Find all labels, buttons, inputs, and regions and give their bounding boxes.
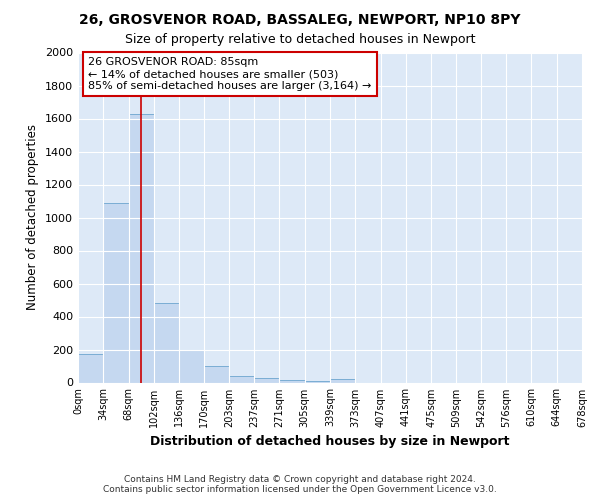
Text: Size of property relative to detached houses in Newport: Size of property relative to detached ho… [125, 32, 475, 46]
Bar [254, 378, 280, 382]
Bar [154, 304, 179, 382]
Bar [128, 114, 154, 382]
Bar [78, 354, 103, 382]
X-axis label: Distribution of detached houses by size in Newport: Distribution of detached houses by size … [150, 435, 510, 448]
Y-axis label: Number of detached properties: Number of detached properties [26, 124, 40, 310]
Bar [229, 376, 254, 382]
Text: Contains HM Land Registry data © Crown copyright and database right 2024.
Contai: Contains HM Land Registry data © Crown c… [103, 474, 497, 494]
Bar [103, 202, 128, 382]
Bar [205, 366, 229, 382]
Text: 26 GROSVENOR ROAD: 85sqm
← 14% of detached houses are smaller (503)
85% of semi-: 26 GROSVENOR ROAD: 85sqm ← 14% of detach… [88, 58, 371, 90]
Bar [280, 380, 305, 382]
Bar [305, 381, 330, 382]
Text: 26, GROSVENOR ROAD, BASSALEG, NEWPORT, NP10 8PY: 26, GROSVENOR ROAD, BASSALEG, NEWPORT, N… [79, 12, 521, 26]
Bar [330, 379, 355, 382]
Bar [179, 350, 205, 382]
